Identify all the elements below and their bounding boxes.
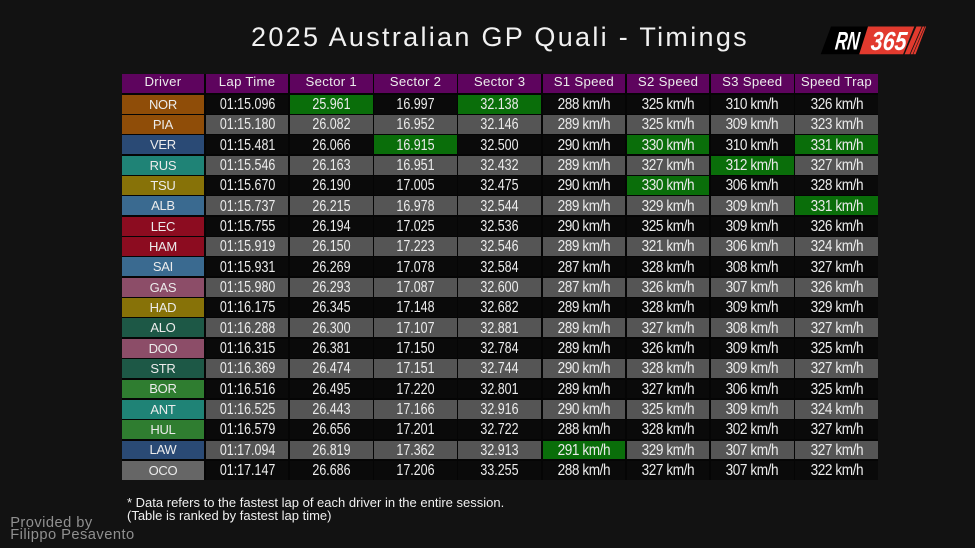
svg-text:RN: RN [834,28,862,56]
svg-text:365: 365 [869,26,908,56]
